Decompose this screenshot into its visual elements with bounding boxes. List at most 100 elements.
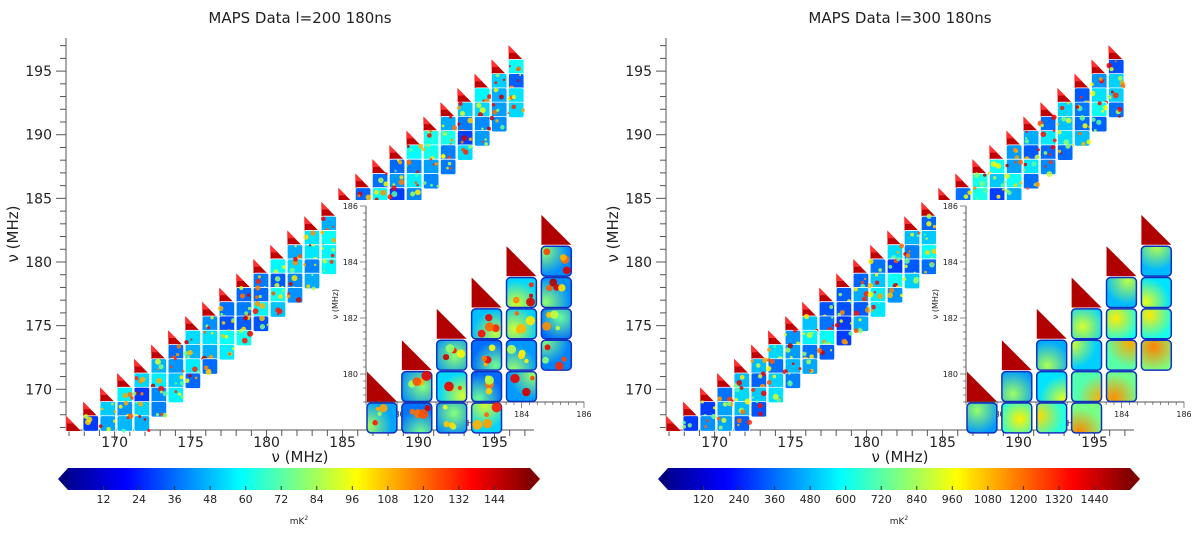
cov-speckle	[175, 353, 180, 357]
cov-speckle	[839, 310, 845, 315]
cov-speckle	[447, 161, 452, 166]
cov-speckle	[1107, 95, 1112, 100]
cov-speckle	[374, 189, 379, 195]
cov-speckle	[816, 347, 823, 354]
inset-diagonal-triangle	[506, 246, 537, 277]
colorbar-label: mK2	[890, 515, 909, 527]
inset-cov-block	[1105, 339, 1138, 371]
y-tick-label: 170	[25, 382, 52, 398]
cov-speckle	[1048, 153, 1052, 156]
cov-block	[699, 415, 716, 432]
colorbar-over-arrow	[530, 468, 540, 490]
cov-speckle	[864, 307, 871, 314]
cov-speckle	[177, 392, 182, 396]
cov-speckle	[154, 358, 161, 365]
inset-cov-block	[1001, 402, 1033, 434]
y-axis-label: ν (MHz)	[604, 206, 622, 263]
cov-speckle	[848, 331, 853, 336]
cov-block	[201, 315, 219, 332]
cov-speckle	[682, 424, 687, 429]
cov-speckle	[1013, 183, 1018, 188]
cov-speckle	[481, 140, 484, 143]
cov-speckle	[467, 117, 474, 124]
cov-speckle	[476, 102, 482, 109]
cov-block	[1005, 144, 1023, 161]
chart-panel-l300: MAPS Data l=300 180ns 170 175 180 185 190 195 1…	[600, 0, 1200, 533]
diagonal-triangle-hot	[491, 59, 500, 68]
colorbar-tick-label: 72	[274, 493, 288, 506]
cov-speckle	[460, 140, 464, 144]
cov-speckle	[254, 295, 259, 299]
cov-speckle	[399, 175, 404, 180]
colorbar-tick-label: 1080	[974, 493, 1002, 506]
cov-speckle	[259, 324, 266, 330]
cov-speckle	[329, 259, 334, 264]
inset-speckle	[543, 248, 551, 256]
x-tick-label: 190	[405, 435, 432, 451]
inset-x-tick-label: 184	[1114, 410, 1129, 419]
x-tick-label: 185	[929, 435, 956, 451]
cov-speckle	[190, 338, 193, 341]
x-tick-label: 180	[853, 435, 880, 451]
cov-speckle	[1090, 82, 1094, 87]
cov-speckle	[706, 419, 709, 423]
diagonal-triangle-hot	[168, 330, 176, 338]
colorbar-tick-label: 96	[345, 493, 359, 506]
diagonal-triangle-hot	[700, 387, 708, 395]
cov-speckle	[1051, 114, 1057, 120]
cov-speckle	[734, 398, 738, 402]
cov-speckle	[751, 387, 756, 393]
colorbar-under-arrow	[58, 468, 68, 490]
diagonal-triangle-hot	[989, 144, 998, 153]
y-tick-label: 195	[625, 64, 652, 80]
inset-speckle	[542, 321, 552, 331]
inset-y-tick-label: 182	[343, 314, 358, 323]
cov-speckle	[789, 355, 793, 359]
chart-panel-l200: MAPS Data l=200 180ns 170 175 180 185 190 195 1…	[4, 9, 592, 527]
y-tick-label: 175	[625, 319, 652, 335]
inset-y-tick-label: 180	[943, 370, 958, 379]
inset-speckle	[510, 373, 520, 384]
colorbar-tick-label: 1320	[1045, 493, 1073, 506]
cov-speckle	[392, 183, 396, 186]
cov-speckle	[874, 280, 880, 285]
cov-speckle	[973, 186, 977, 190]
block-band	[65, 44, 525, 433]
cov-speckle	[1014, 161, 1017, 164]
inset-speckle	[544, 344, 551, 351]
cov-speckle	[1025, 130, 1028, 133]
cov-speckle	[159, 390, 163, 394]
cov-speckle	[311, 273, 314, 277]
inset-cov-block	[1140, 276, 1173, 309]
cov-speckle	[1019, 181, 1023, 185]
cov-speckle	[449, 166, 452, 170]
inset-diagonal-triangle	[1106, 246, 1137, 277]
cov-speckle	[247, 306, 252, 311]
colorbar-label-exponent: 2	[904, 515, 908, 522]
cov-speckle	[917, 231, 921, 235]
cov-speckle	[487, 94, 492, 99]
cov-speckle	[1081, 141, 1086, 146]
cov-speckle	[834, 322, 840, 328]
cov-speckle	[378, 177, 384, 184]
cov-speckle	[1001, 188, 1005, 191]
cov-speckle	[231, 347, 235, 351]
cov-speckle	[1005, 163, 1009, 168]
cov-speckle	[762, 357, 768, 363]
cov-speckle	[467, 144, 473, 149]
inset-speckle	[481, 355, 488, 362]
inset-speckle	[485, 314, 493, 322]
inset-speckle	[445, 344, 455, 353]
cov-speckle	[853, 310, 860, 317]
inset-diagonal-triangle	[541, 214, 572, 245]
cov-speckle	[858, 318, 862, 322]
cov-speckle	[1056, 122, 1060, 126]
cov-speckle	[929, 261, 935, 268]
cov-speckle	[1061, 116, 1067, 122]
x-axis-label: ν (MHz)	[872, 448, 929, 466]
cov-speckle	[1034, 154, 1040, 160]
cov-speckle	[111, 402, 114, 406]
cov-speckle	[426, 143, 431, 148]
inset-speckle	[485, 387, 493, 395]
cov-speckle	[1052, 129, 1056, 133]
